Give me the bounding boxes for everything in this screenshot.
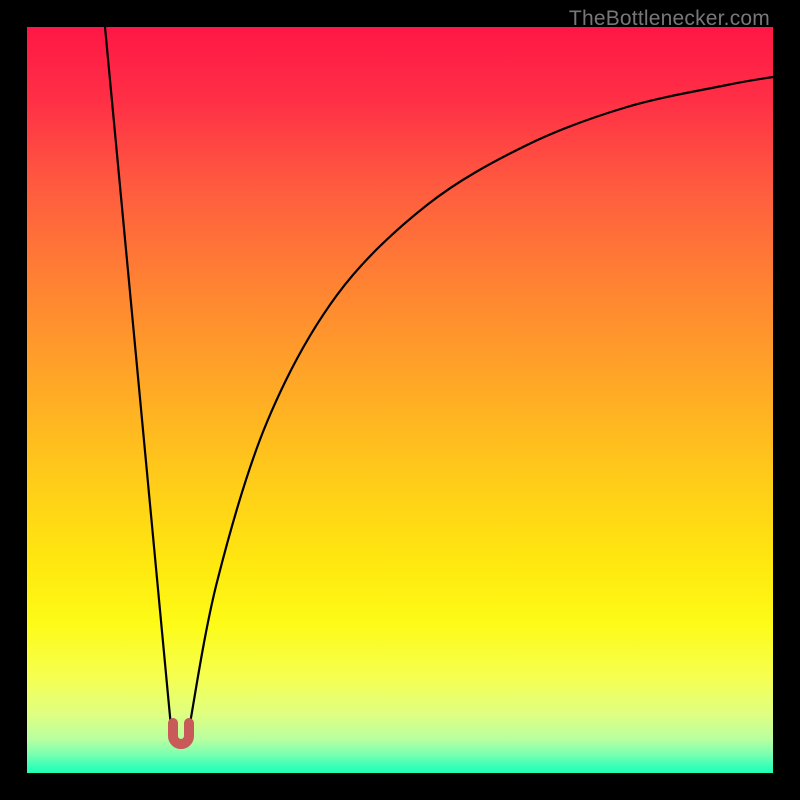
valley-marker [173, 723, 189, 744]
left-curve [105, 27, 171, 727]
plot-area [27, 27, 773, 773]
watermark-text: TheBottlenecker.com [569, 7, 770, 31]
right-curve [189, 77, 773, 729]
curve-layer [27, 27, 773, 773]
